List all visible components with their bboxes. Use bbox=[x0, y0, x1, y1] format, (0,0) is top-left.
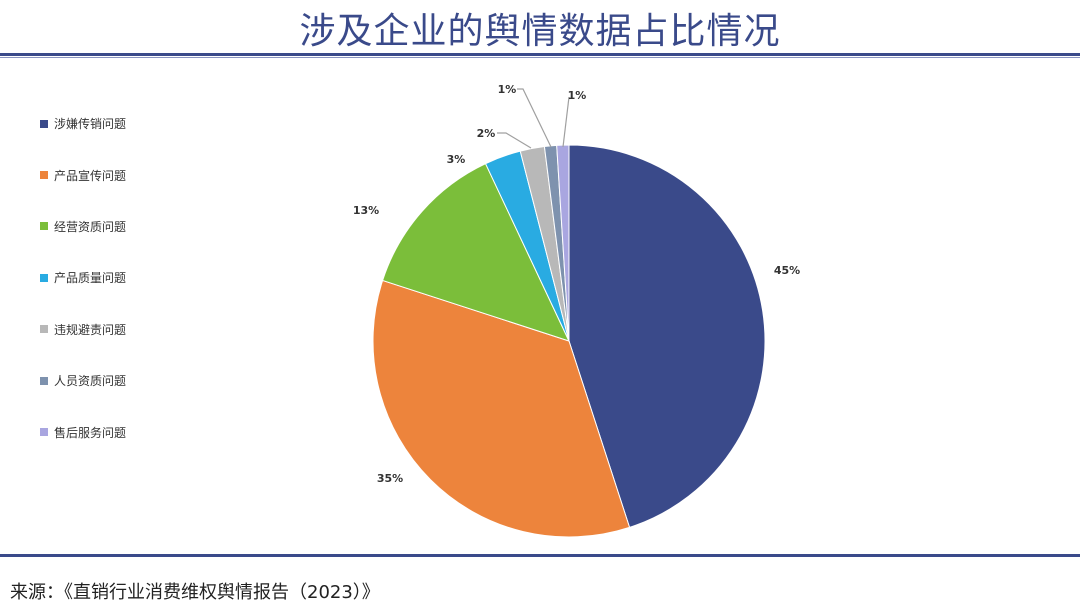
data-label: 1% bbox=[568, 89, 587, 102]
leader-line bbox=[497, 132, 532, 149]
legend-swatch bbox=[40, 119, 48, 128]
legend-item: 违规避责问题 bbox=[40, 304, 126, 355]
legend-item: 售后服务问题 bbox=[40, 406, 126, 457]
leader-line bbox=[562, 96, 570, 148]
data-label: 2% bbox=[477, 127, 496, 140]
legend-label: 经营资质问题 bbox=[54, 219, 127, 234]
legend-label: 人员资质问题 bbox=[54, 374, 127, 389]
legend-label: 涉嫌传销问题 bbox=[54, 117, 127, 132]
data-label: 3% bbox=[447, 153, 466, 166]
pie-slice bbox=[372, 279, 631, 538]
footer-divider bbox=[0, 554, 1080, 557]
pie-slice bbox=[568, 144, 766, 529]
source-note: 来源：《直销行业消费维权舆情报告（2023）》 bbox=[10, 582, 380, 603]
legend-label: 售后服务问题 bbox=[54, 425, 127, 440]
legend-swatch bbox=[40, 171, 48, 180]
legend-swatch bbox=[40, 428, 48, 437]
legend-swatch bbox=[40, 325, 48, 334]
legend-item: 产品宣传问题 bbox=[40, 149, 126, 200]
legend-swatch bbox=[40, 273, 48, 282]
legend-item: 产品质量问题 bbox=[40, 252, 126, 303]
legend-label: 产品宣传问题 bbox=[54, 168, 127, 183]
legend-item: 经营资质问题 bbox=[40, 201, 126, 252]
data-label: 45% bbox=[774, 264, 800, 277]
data-label: 13% bbox=[353, 204, 379, 217]
legend-swatch bbox=[40, 222, 48, 231]
leader-line bbox=[517, 88, 552, 148]
title-divider bbox=[0, 53, 1080, 56]
legend-item: 涉嫌传销问题 bbox=[40, 98, 126, 149]
legend-swatch bbox=[40, 376, 48, 385]
data-label: 1% bbox=[498, 83, 517, 96]
data-label: 35% bbox=[377, 472, 403, 485]
chart-title: 涉及企业的舆情数据占比情况 bbox=[299, 11, 781, 52]
legend-label: 产品质量问题 bbox=[54, 271, 127, 286]
title-divider-thin bbox=[0, 57, 1080, 58]
legend-label: 违规避责问题 bbox=[54, 322, 127, 337]
pie-slice bbox=[381, 162, 570, 342]
legend-item: 人员资质问题 bbox=[40, 355, 126, 406]
